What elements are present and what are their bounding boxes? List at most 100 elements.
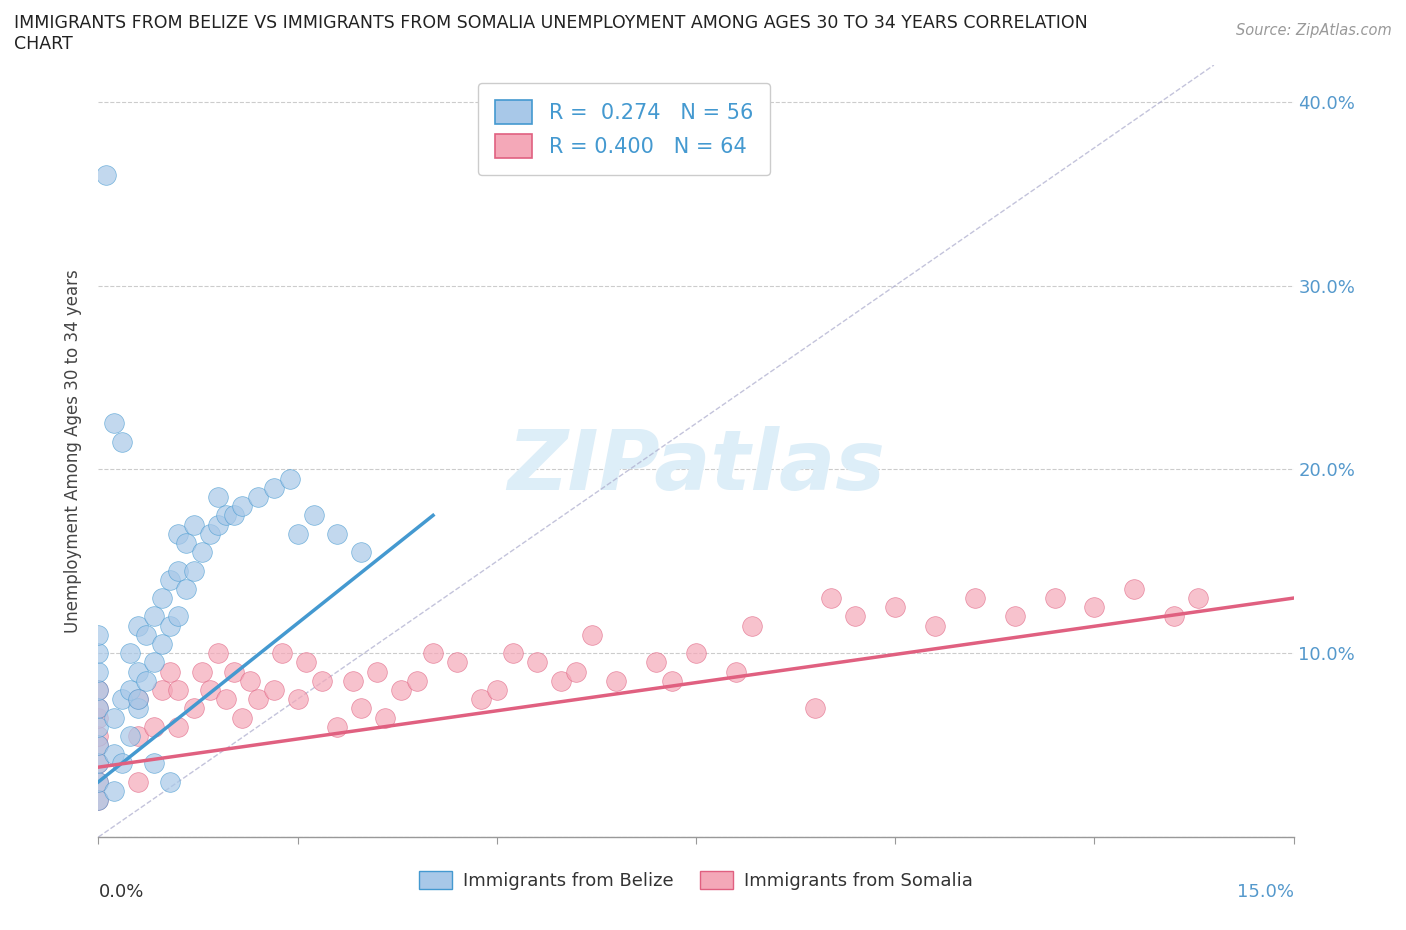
Point	[350, 701, 373, 716]
Point	[120, 728, 142, 743]
Point	[103, 711, 125, 725]
Point	[174, 581, 197, 596]
Point	[87, 792, 110, 807]
Point	[150, 683, 173, 698]
Point	[422, 645, 444, 660]
Point	[87, 719, 110, 734]
Point	[103, 747, 125, 762]
Point	[724, 664, 747, 679]
Point	[87, 775, 110, 790]
Point	[159, 775, 181, 790]
Point	[87, 701, 110, 716]
Point	[127, 618, 149, 633]
Point	[183, 563, 205, 578]
Point	[207, 645, 229, 660]
Point	[884, 600, 907, 615]
Point	[127, 701, 149, 716]
Point	[87, 711, 110, 725]
Point	[326, 719, 349, 734]
Point	[215, 508, 238, 523]
Point	[294, 655, 316, 670]
Point	[685, 645, 707, 660]
Point	[820, 591, 842, 605]
Point	[198, 526, 221, 541]
Point	[231, 498, 253, 513]
Point	[87, 664, 110, 679]
Point	[103, 416, 125, 431]
Point	[191, 545, 214, 560]
Text: IMMIGRANTS FROM BELIZE VS IMMIGRANTS FROM SOMALIA UNEMPLOYMENT AMONG AGES 30 TO : IMMIGRANTS FROM BELIZE VS IMMIGRANTS FRO…	[14, 14, 1088, 32]
Point	[143, 609, 166, 624]
Text: ZIPatlas: ZIPatlas	[508, 426, 884, 507]
Point	[645, 655, 668, 670]
Point	[526, 655, 548, 670]
Point	[120, 645, 142, 660]
Point	[278, 472, 301, 486]
Point	[183, 517, 205, 532]
Point	[87, 756, 110, 771]
Point	[470, 692, 492, 707]
Point	[222, 664, 245, 679]
Point	[263, 683, 285, 698]
Point	[127, 728, 149, 743]
Point	[565, 664, 588, 679]
Point	[198, 683, 221, 698]
Point	[1163, 609, 1185, 624]
Point	[389, 683, 412, 698]
Point	[96, 168, 118, 183]
Point	[207, 489, 229, 504]
Point	[485, 683, 508, 698]
Point	[804, 701, 827, 716]
Point	[120, 683, 142, 698]
Point	[191, 664, 214, 679]
Text: 0.0%: 0.0%	[98, 884, 143, 901]
Y-axis label: Unemployment Among Ages 30 to 34 years: Unemployment Among Ages 30 to 34 years	[65, 269, 83, 633]
Point	[661, 673, 683, 688]
Point	[605, 673, 627, 688]
Point	[183, 701, 205, 716]
Point	[159, 664, 181, 679]
Point	[127, 775, 149, 790]
Point	[246, 692, 269, 707]
Point	[127, 664, 149, 679]
Text: CHART: CHART	[14, 35, 73, 53]
Point	[167, 683, 190, 698]
Point	[143, 719, 166, 734]
Point	[174, 536, 197, 551]
Point	[87, 701, 110, 716]
Point	[270, 645, 292, 660]
Point	[287, 692, 309, 707]
Point	[302, 508, 325, 523]
Point	[143, 655, 166, 670]
Point	[1004, 609, 1026, 624]
Point	[103, 784, 125, 799]
Point	[502, 645, 524, 660]
Point	[111, 756, 134, 771]
Point	[207, 517, 229, 532]
Point	[135, 673, 157, 688]
Point	[159, 572, 181, 587]
Point	[111, 434, 134, 449]
Point	[143, 756, 166, 771]
Point	[167, 526, 190, 541]
Point	[167, 609, 190, 624]
Point	[963, 591, 986, 605]
Point	[159, 618, 181, 633]
Point	[87, 683, 110, 698]
Point	[135, 628, 157, 643]
Point	[263, 481, 285, 496]
Point	[87, 683, 110, 698]
Point	[1123, 581, 1146, 596]
Point	[550, 673, 572, 688]
Point	[326, 526, 349, 541]
Point	[311, 673, 333, 688]
Point	[87, 792, 110, 807]
Text: 15.0%: 15.0%	[1236, 884, 1294, 901]
Point	[127, 692, 149, 707]
Point	[246, 489, 269, 504]
Point	[87, 756, 110, 771]
Point	[167, 563, 190, 578]
Point	[150, 591, 173, 605]
Point	[342, 673, 364, 688]
Point	[374, 711, 396, 725]
